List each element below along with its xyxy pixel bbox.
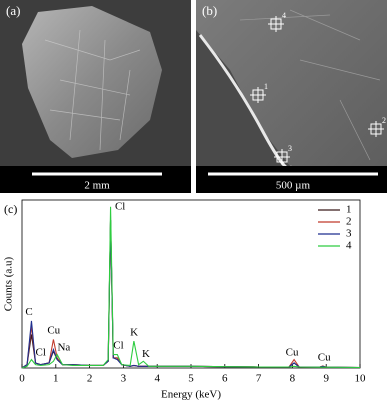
annotation: C bbox=[25, 306, 32, 318]
annotation: K bbox=[142, 348, 150, 360]
y-axis-label: Counts (a.u) bbox=[3, 256, 15, 311]
annotation: Cu bbox=[318, 351, 331, 363]
x-tick-label: 7 bbox=[256, 373, 262, 385]
annotation: Cu bbox=[286, 346, 299, 358]
point-label: 2 bbox=[382, 116, 386, 125]
panel-label: (b) bbox=[202, 3, 217, 18]
x-tick-label: 5 bbox=[188, 373, 194, 385]
plot-frame bbox=[21, 199, 361, 369]
scale-label: 2 mm bbox=[84, 180, 110, 192]
panel-label: (a) bbox=[6, 3, 20, 18]
sem-image-b: 500 µm (b) bbox=[196, 0, 387, 193]
annotation: Cl bbox=[115, 200, 125, 212]
x-tick-label: 8 bbox=[290, 373, 296, 385]
panel-label: (c) bbox=[4, 202, 17, 216]
series-line bbox=[21, 220, 361, 369]
legend-label: 3 bbox=[346, 228, 352, 240]
annotation: K bbox=[130, 326, 138, 338]
series-line bbox=[21, 220, 361, 369]
x-tick-label: 0 bbox=[19, 373, 25, 385]
annotation: Na bbox=[57, 341, 70, 353]
point-label: 3 bbox=[288, 144, 292, 153]
annotation: Cl bbox=[113, 340, 123, 352]
point-label: 1 bbox=[264, 82, 268, 91]
x-tick-label: 2 bbox=[87, 373, 93, 385]
scale-label: 500 µm bbox=[276, 180, 311, 192]
x-tick-label: 10 bbox=[355, 373, 367, 385]
x-axis-label: Energy (keV) bbox=[161, 389, 221, 401]
annotation: Cu bbox=[47, 325, 60, 337]
legend-label: 1 bbox=[346, 204, 352, 216]
x-tick-label: 4 bbox=[154, 373, 160, 385]
annotation: Cl bbox=[36, 346, 46, 358]
x-tick-label: 9 bbox=[323, 373, 329, 385]
point-label: 4 bbox=[282, 11, 286, 20]
x-tick-label: 1 bbox=[53, 373, 59, 385]
x-tick-label: 3 bbox=[121, 373, 127, 385]
x-tick-label: 6 bbox=[222, 373, 228, 385]
legend-label: 4 bbox=[346, 240, 352, 252]
series-line bbox=[21, 206, 361, 369]
sem-image-a: 2 mm (a) bbox=[0, 0, 191, 193]
legend-label: 2 bbox=[346, 216, 352, 228]
series-line bbox=[21, 220, 361, 369]
